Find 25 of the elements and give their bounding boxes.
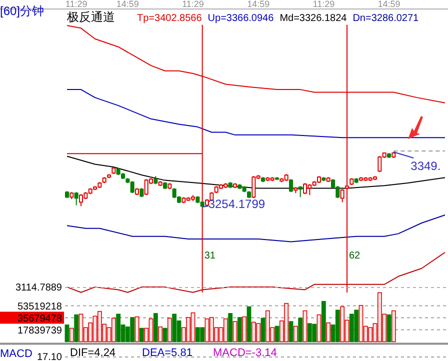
text: MACD=-3.14: [213, 347, 277, 359]
text: DEA=5.81: [142, 347, 192, 359]
x-tick-label: 14:59: [378, 0, 400, 9]
x-tick-label: 11:29: [182, 0, 204, 9]
text: Md=3326.1824: [280, 13, 348, 24]
x-tick-label: 14:59: [116, 0, 139, 9]
text: DIF=4.24: [70, 347, 116, 359]
legend-title: 极反通道: [66, 10, 115, 24]
annotation: 3349.: [410, 159, 441, 173]
annotation: 62: [349, 250, 361, 262]
text: Tp=3402.8566: [137, 13, 202, 24]
text: Dn=3286.0271: [352, 13, 420, 24]
chart-title: [60]分钟: [0, 4, 44, 18]
y-tick-label: 53519218: [18, 302, 62, 313]
text: 17.10: [36, 352, 62, 361]
x-tick-label: 14:59: [247, 0, 270, 9]
y-tick-label: 35679478: [18, 314, 62, 325]
y-tick-label: 17839739: [18, 326, 62, 337]
annotation: 3254.1799: [208, 197, 266, 211]
text: Up=3366.0946: [208, 13, 274, 24]
text: 3114.7889: [15, 282, 62, 294]
text: MACD: [0, 348, 32, 360]
x-tick-label: 11:29: [312, 0, 335, 9]
x-tick-label: 11:29: [65, 0, 88, 9]
annotation: 31: [204, 250, 216, 262]
